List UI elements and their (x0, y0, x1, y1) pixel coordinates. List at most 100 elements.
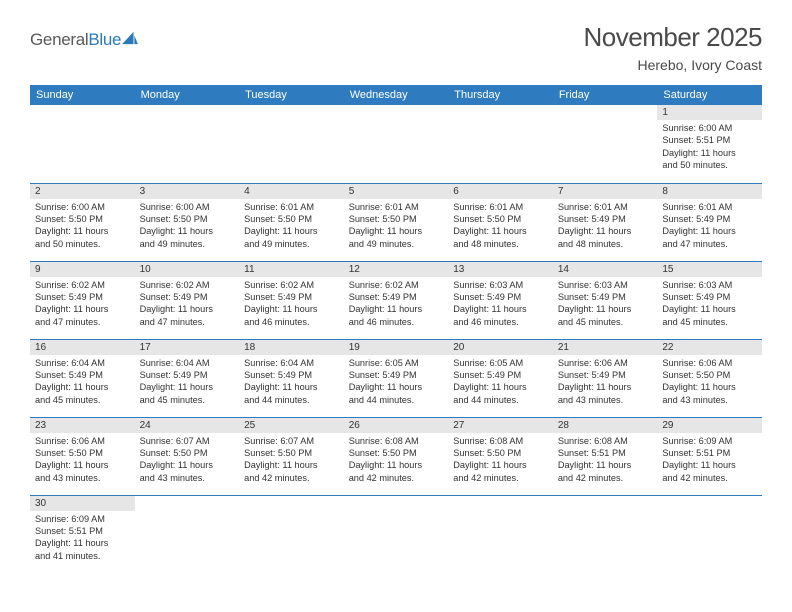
day-line: Sunrise: 6:01 AM (558, 201, 653, 213)
calendar-cell: 29Sunrise: 6:09 AMSunset: 5:51 PMDayligh… (657, 417, 762, 495)
day-line: Sunset: 5:49 PM (35, 369, 130, 381)
calendar-cell (239, 495, 344, 573)
day-content: Sunrise: 6:02 AMSunset: 5:49 PMDaylight:… (135, 277, 240, 332)
day-line: Sunrise: 6:08 AM (349, 435, 444, 447)
calendar-cell: 10Sunrise: 6:02 AMSunset: 5:49 PMDayligh… (135, 261, 240, 339)
header: GeneralBlue November 2025 Herebo, Ivory … (30, 22, 762, 73)
day-line: Sunset: 5:49 PM (35, 291, 130, 303)
day-line: Sunset: 5:49 PM (349, 291, 444, 303)
day-content: Sunrise: 6:08 AMSunset: 5:50 PMDaylight:… (448, 433, 553, 488)
day-line: and 44 minutes. (453, 394, 548, 406)
day-line: and 47 minutes. (140, 316, 235, 328)
day-content: Sunrise: 6:06 AMSunset: 5:49 PMDaylight:… (553, 355, 658, 410)
calendar-cell: 22Sunrise: 6:06 AMSunset: 5:50 PMDayligh… (657, 339, 762, 417)
day-line: Sunrise: 6:00 AM (662, 122, 757, 134)
calendar-cell (448, 495, 553, 573)
day-content: Sunrise: 6:00 AMSunset: 5:51 PMDaylight:… (657, 120, 762, 175)
day-line: Sunset: 5:50 PM (244, 447, 339, 459)
day-content: Sunrise: 6:07 AMSunset: 5:50 PMDaylight:… (239, 433, 344, 488)
day-line: Sunset: 5:49 PM (244, 369, 339, 381)
day-line: Sunrise: 6:01 AM (244, 201, 339, 213)
day-line: Daylight: 11 hours (35, 303, 130, 315)
day-line: and 48 minutes. (558, 238, 653, 250)
day-content: Sunrise: 6:02 AMSunset: 5:49 PMDaylight:… (344, 277, 449, 332)
day-line: and 50 minutes. (662, 159, 757, 171)
day-number: 19 (344, 340, 449, 355)
calendar-cell: 24Sunrise: 6:07 AMSunset: 5:50 PMDayligh… (135, 417, 240, 495)
day-line: Sunset: 5:51 PM (35, 525, 130, 537)
calendar-week: 30Sunrise: 6:09 AMSunset: 5:51 PMDayligh… (30, 495, 762, 573)
day-line: and 49 minutes. (349, 238, 444, 250)
day-content: Sunrise: 6:04 AMSunset: 5:49 PMDaylight:… (239, 355, 344, 410)
day-number: 4 (239, 184, 344, 199)
day-line: Daylight: 11 hours (35, 225, 130, 237)
day-number: 23 (30, 418, 135, 433)
day-line: Sunset: 5:50 PM (140, 213, 235, 225)
day-number: 25 (239, 418, 344, 433)
title-block: November 2025 Herebo, Ivory Coast (584, 22, 763, 73)
location: Herebo, Ivory Coast (584, 57, 763, 73)
day-line: and 42 minutes. (244, 472, 339, 484)
day-content: Sunrise: 6:02 AMSunset: 5:49 PMDaylight:… (239, 277, 344, 332)
logo-word-2: Blue (88, 30, 121, 49)
day-number: 13 (448, 262, 553, 277)
day-line: and 47 minutes. (662, 238, 757, 250)
calendar-cell: 8Sunrise: 6:01 AMSunset: 5:49 PMDaylight… (657, 183, 762, 261)
day-line: Sunset: 5:50 PM (453, 213, 548, 225)
day-line: Daylight: 11 hours (140, 381, 235, 393)
day-line: Sunrise: 6:06 AM (662, 357, 757, 369)
day-content: Sunrise: 6:01 AMSunset: 5:50 PMDaylight:… (239, 199, 344, 254)
day-line: Daylight: 11 hours (558, 225, 653, 237)
day-content: Sunrise: 6:04 AMSunset: 5:49 PMDaylight:… (30, 355, 135, 410)
day-content: Sunrise: 6:05 AMSunset: 5:49 PMDaylight:… (448, 355, 553, 410)
day-line: and 46 minutes. (453, 316, 548, 328)
day-line: Sunrise: 6:01 AM (453, 201, 548, 213)
day-line: Daylight: 11 hours (662, 147, 757, 159)
day-line: Sunrise: 6:03 AM (453, 279, 548, 291)
calendar-cell: 28Sunrise: 6:08 AMSunset: 5:51 PMDayligh… (553, 417, 658, 495)
day-line: and 42 minutes. (558, 472, 653, 484)
day-line: Daylight: 11 hours (349, 303, 444, 315)
day-line: Daylight: 11 hours (662, 225, 757, 237)
day-line: Daylight: 11 hours (244, 303, 339, 315)
day-line: Daylight: 11 hours (558, 303, 653, 315)
day-line: Sunrise: 6:06 AM (35, 435, 130, 447)
day-line: Daylight: 11 hours (453, 303, 548, 315)
day-line: Sunset: 5:51 PM (662, 447, 757, 459)
day-line: and 47 minutes. (35, 316, 130, 328)
day-content: Sunrise: 6:00 AMSunset: 5:50 PMDaylight:… (135, 199, 240, 254)
weekday-header: Thursday (448, 85, 553, 105)
day-line: Daylight: 11 hours (244, 225, 339, 237)
day-content: Sunrise: 6:01 AMSunset: 5:50 PMDaylight:… (344, 199, 449, 254)
day-line: Sunset: 5:50 PM (140, 447, 235, 459)
day-line: Sunset: 5:50 PM (662, 369, 757, 381)
day-line: Sunrise: 6:04 AM (244, 357, 339, 369)
day-content: Sunrise: 6:01 AMSunset: 5:49 PMDaylight:… (553, 199, 658, 254)
calendar-cell: 19Sunrise: 6:05 AMSunset: 5:49 PMDayligh… (344, 339, 449, 417)
calendar-cell (135, 495, 240, 573)
calendar-cell (239, 105, 344, 183)
day-number: 26 (344, 418, 449, 433)
day-line: Sunrise: 6:02 AM (140, 279, 235, 291)
day-content: Sunrise: 6:08 AMSunset: 5:51 PMDaylight:… (553, 433, 658, 488)
day-line: and 49 minutes. (140, 238, 235, 250)
day-number: 2 (30, 184, 135, 199)
calendar-cell: 20Sunrise: 6:05 AMSunset: 5:49 PMDayligh… (448, 339, 553, 417)
calendar-cell: 25Sunrise: 6:07 AMSunset: 5:50 PMDayligh… (239, 417, 344, 495)
day-line: Sunrise: 6:04 AM (35, 357, 130, 369)
calendar-cell: 11Sunrise: 6:02 AMSunset: 5:49 PMDayligh… (239, 261, 344, 339)
day-content: Sunrise: 6:07 AMSunset: 5:50 PMDaylight:… (135, 433, 240, 488)
day-number: 3 (135, 184, 240, 199)
calendar-week: 16Sunrise: 6:04 AMSunset: 5:49 PMDayligh… (30, 339, 762, 417)
day-line: Daylight: 11 hours (349, 225, 444, 237)
calendar-cell: 2Sunrise: 6:00 AMSunset: 5:50 PMDaylight… (30, 183, 135, 261)
calendar-cell: 26Sunrise: 6:08 AMSunset: 5:50 PMDayligh… (344, 417, 449, 495)
day-line: Daylight: 11 hours (140, 225, 235, 237)
day-line: Sunrise: 6:01 AM (662, 201, 757, 213)
day-line: Sunset: 5:49 PM (662, 291, 757, 303)
day-line: and 48 minutes. (453, 238, 548, 250)
day-number: 27 (448, 418, 553, 433)
day-line: Daylight: 11 hours (35, 537, 130, 549)
day-line: and 42 minutes. (453, 472, 548, 484)
calendar-cell: 3Sunrise: 6:00 AMSunset: 5:50 PMDaylight… (135, 183, 240, 261)
